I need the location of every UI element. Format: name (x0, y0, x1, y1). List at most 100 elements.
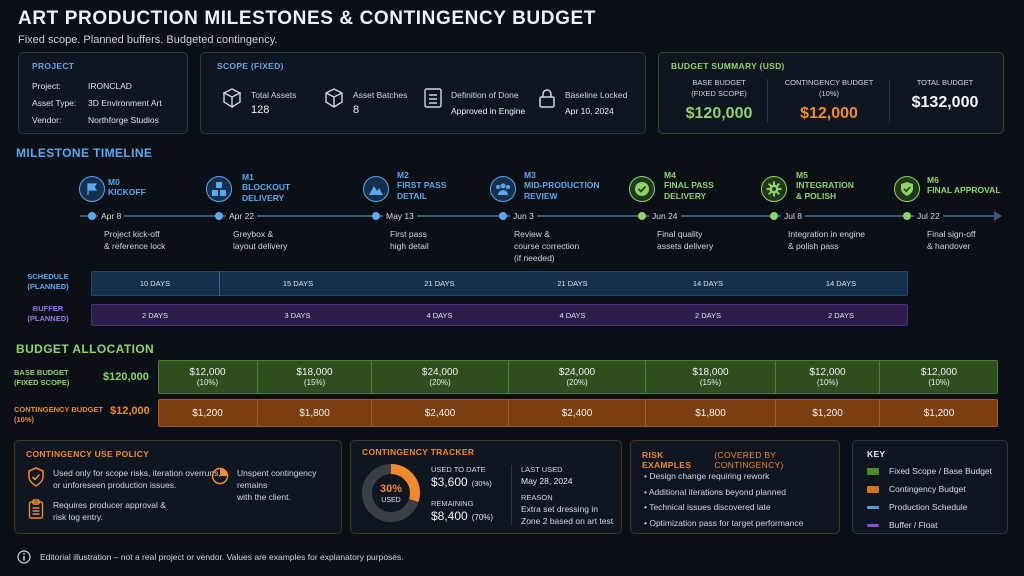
segment-amount: $24,000 (421, 367, 459, 378)
base-allocation-label: BASE BUDGET (FIXED SCOPE) (14, 368, 69, 388)
desc-line: assets delivery (657, 241, 714, 251)
milestone-date: Jul 8 (781, 211, 805, 221)
remaining-value: $8,400 (70%) (431, 509, 493, 523)
timeline-dot (638, 212, 646, 220)
project-row: Project: IRONCLAD (32, 81, 132, 91)
budget-summary-heading: BUDGET SUMMARY (USD) (671, 61, 785, 71)
contingency-allocation-segment: $1,200 (775, 399, 879, 427)
timeline-axis (80, 215, 1000, 217)
total-budget-amount: $132,000 (911, 94, 979, 111)
milestone-name: BLOCKOUT (242, 182, 291, 192)
key-item: Fixed Scope / Base Budget (867, 466, 992, 476)
segment-amount: $12,000 (920, 367, 958, 378)
lock-icon (537, 87, 557, 114)
contingency-budget-label: CONTINGENCY BUDGET (784, 78, 874, 87)
milestone-code: M6 (927, 175, 939, 185)
policy-line: Unspent contingency remains (237, 468, 317, 490)
remaining-label: REMAINING (431, 499, 474, 508)
key-item: Contingency Budget (867, 484, 966, 494)
risks-list: • Design change requiring rework • Addit… (644, 469, 803, 531)
schedule-segment: 14 DAYS (692, 279, 724, 288)
project-heading: PROJECT (32, 61, 75, 71)
asset-type-key: Asset Type: (32, 98, 77, 108)
milestone-name-line2: REVIEW (524, 191, 558, 201)
segment-percent: (10%) (928, 378, 950, 387)
policy-item-approval: Requires producer approval & risk log en… (53, 499, 166, 523)
donut-used-arc (362, 464, 420, 522)
risks-heading: RISK EXAMPLES (COVERED BY CONTINGENCY) (642, 450, 839, 470)
label-line: (10%) (14, 415, 35, 424)
policy-line: Requires producer approval & (53, 500, 166, 510)
reason-line: Extra set dressing in (521, 504, 599, 514)
milestone-m4: M4 FINAL PASS DELIVERY (664, 170, 794, 202)
policy-heading: CONTINGENCY USE POLICY (26, 449, 150, 459)
segment-percent: (10%) (196, 378, 219, 387)
milestone-name-line2: DELIVERY (664, 191, 707, 201)
reason-text: Extra set dressing in Zone 2 based on ar… (521, 503, 613, 527)
checklist-icon (423, 87, 443, 114)
cube-grid-icon (221, 87, 243, 114)
policy-line: with the client. (237, 492, 291, 502)
schedule-segment: 21 DAYS (557, 279, 588, 288)
milestone-date: Apr 8 (98, 211, 125, 221)
segment-percent: (10%) (816, 378, 839, 387)
milestone-description: Greybox & layout delivery (233, 228, 287, 252)
total-budget-summary: TOTAL BUDGET $132,000 (893, 77, 997, 112)
desc-line: & reference lock (104, 241, 166, 251)
key-label: Production Schedule (889, 502, 968, 512)
timeline-dot (903, 212, 911, 220)
milestone-name-line2: & POLISH (796, 191, 837, 201)
timeline-dot (372, 212, 380, 220)
label-line: SCHEDULE (27, 272, 69, 281)
buffer-segment: 4 DAYS (426, 310, 453, 320)
remaining-percent: (70%) (471, 513, 494, 522)
policy-line: risk log entry. (53, 512, 103, 522)
donut-label: USED (381, 497, 401, 504)
contingency-allocation-segment: $1,800 (257, 399, 371, 427)
base-allocation-bar (158, 360, 998, 394)
base-allocation-segment: $18,000 (15%) (645, 360, 775, 394)
desc-line: Review & (514, 229, 550, 239)
milestone-name: INTEGRATION (796, 180, 854, 190)
list-item: • Additional iterations beyond planned (644, 486, 786, 497)
schedule-segment: 10 DAYS (139, 279, 171, 288)
purple-line-icon (867, 523, 879, 527)
used-percent: (30%) (471, 479, 492, 488)
total-budget-label: TOTAL BUDGET (916, 78, 974, 87)
scope-value: Apr 10, 2024 (565, 106, 614, 116)
desc-line: Project kick-off (104, 229, 160, 239)
project-key: Project: (32, 81, 61, 91)
milestone-name-line2: DETAIL (397, 191, 428, 201)
asset-type-value: 3D Environment Art (88, 98, 162, 108)
segment-percent: (20%) (429, 378, 451, 387)
orange-swatch-icon (867, 485, 879, 493)
list-item: • Design change requiring rework (644, 471, 770, 481)
buffer-segment: 4 DAYS (559, 310, 586, 320)
segment-amount: $18,000 (692, 367, 729, 378)
scope-panel: SCOPE (FIXED) Total Assets 128 Asset Bat… (200, 52, 646, 134)
remaining-amount: $8,400 (431, 509, 468, 523)
scope-definition-of-done: Definition of Done Approved in Engine (423, 87, 525, 116)
milestone-timeline-heading: MILESTONE TIMELINE (16, 146, 153, 160)
page-title: ART PRODUCTION MILESTONES & CONTINGENCY … (18, 8, 596, 29)
scope-value: 128 (251, 104, 270, 116)
contingency-allocation-bar (158, 399, 998, 427)
policy-item-unspent: Unspent contingency remains with the cli… (237, 467, 341, 503)
check-circle-icon (629, 176, 655, 202)
desc-line: Final quality (657, 229, 703, 239)
schedule-row-label: SCHEDULE (PLANNED) (18, 272, 78, 292)
box-icon (323, 87, 345, 114)
buffer-segment: 2 DAYS (694, 310, 722, 320)
key-label: Buffer / Float (889, 520, 938, 530)
milestone-code: M5 (796, 170, 808, 180)
asset-type-row: Asset Type: 3D Environment Art (32, 98, 162, 108)
base-allocation-segment: $18,000 (15%) (257, 360, 371, 394)
scope-label: Total Assets (251, 90, 297, 100)
buffer-bar (91, 304, 908, 326)
pie-chart-icon (211, 467, 229, 490)
clipboard-icon (28, 499, 44, 524)
key-label: Contingency Budget (889, 484, 966, 494)
policy-item-scope: Used only for scope risks, iteration ove… (53, 467, 221, 491)
desc-line: & polish pass (788, 241, 839, 251)
green-swatch-icon (867, 467, 879, 475)
